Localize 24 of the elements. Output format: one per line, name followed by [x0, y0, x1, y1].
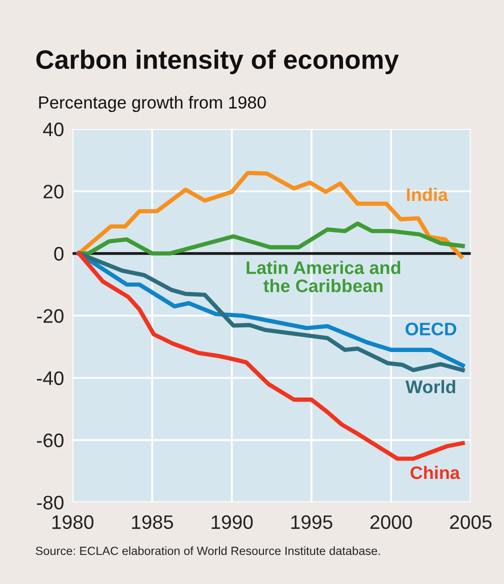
- y-tick-label: -20: [37, 309, 64, 323]
- series-label: India: [407, 188, 448, 202]
- series-label: China: [410, 466, 460, 480]
- line-series: [76, 222, 465, 256]
- line-series: [76, 251, 465, 461]
- y-tick-label: 20: [44, 184, 64, 198]
- source-note: Source: ECLAC elaboration of World Resource Institute database.: [36, 546, 380, 556]
- y-axis-title: Percentage growth from 1980: [39, 96, 266, 112]
- x-tick-label: 2000: [370, 515, 412, 530]
- y-tick-label: -40: [37, 371, 64, 386]
- chart-title: Carbon intensity of economy: [36, 50, 399, 74]
- x-tick-label: 1995: [291, 515, 332, 530]
- series-label: Latin America and the Caribbean: [246, 260, 400, 292]
- y-tick-label: 40: [43, 122, 64, 136]
- x-tick-label: 1990: [212, 515, 253, 530]
- line-series: [76, 170, 464, 259]
- series-label: World: [406, 380, 456, 394]
- y-tick-label: 0: [54, 246, 64, 261]
- y-tick-label: -60: [37, 434, 64, 448]
- x-tick-label: 1980: [52, 515, 94, 530]
- x-tick-label: 2005: [450, 515, 492, 530]
- series-label: OECD: [406, 322, 456, 336]
- x-tick-label: 1985: [132, 515, 174, 530]
- y-tick-label: -80: [37, 496, 64, 510]
